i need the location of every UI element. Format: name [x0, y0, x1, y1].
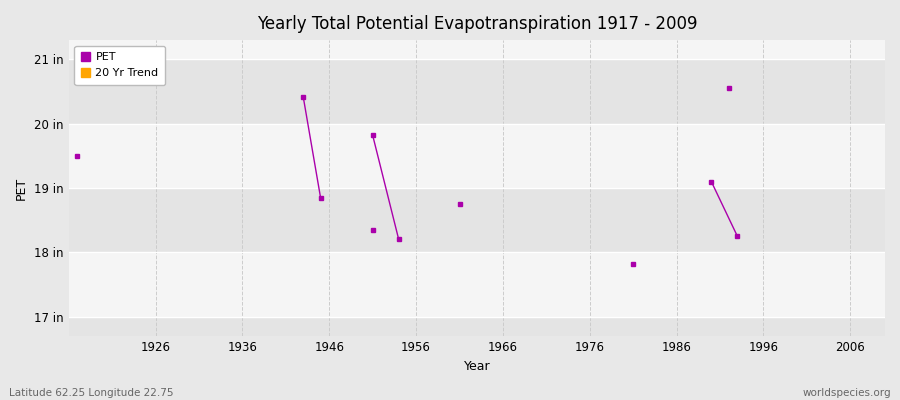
Bar — [68, 60, 885, 124]
Y-axis label: PET: PET — [15, 176, 28, 200]
Text: Latitude 62.25 Longitude 22.75: Latitude 62.25 Longitude 22.75 — [9, 388, 174, 398]
Text: worldspecies.org: worldspecies.org — [803, 388, 891, 398]
Bar — [68, 316, 885, 336]
Bar — [68, 40, 885, 60]
X-axis label: Year: Year — [464, 360, 490, 373]
Title: Yearly Total Potential Evapotranspiration 1917 - 2009: Yearly Total Potential Evapotranspiratio… — [256, 15, 698, 33]
Bar — [68, 124, 885, 188]
Bar — [68, 188, 885, 252]
Legend: PET, 20 Yr Trend: PET, 20 Yr Trend — [75, 46, 166, 85]
Bar — [68, 252, 885, 316]
